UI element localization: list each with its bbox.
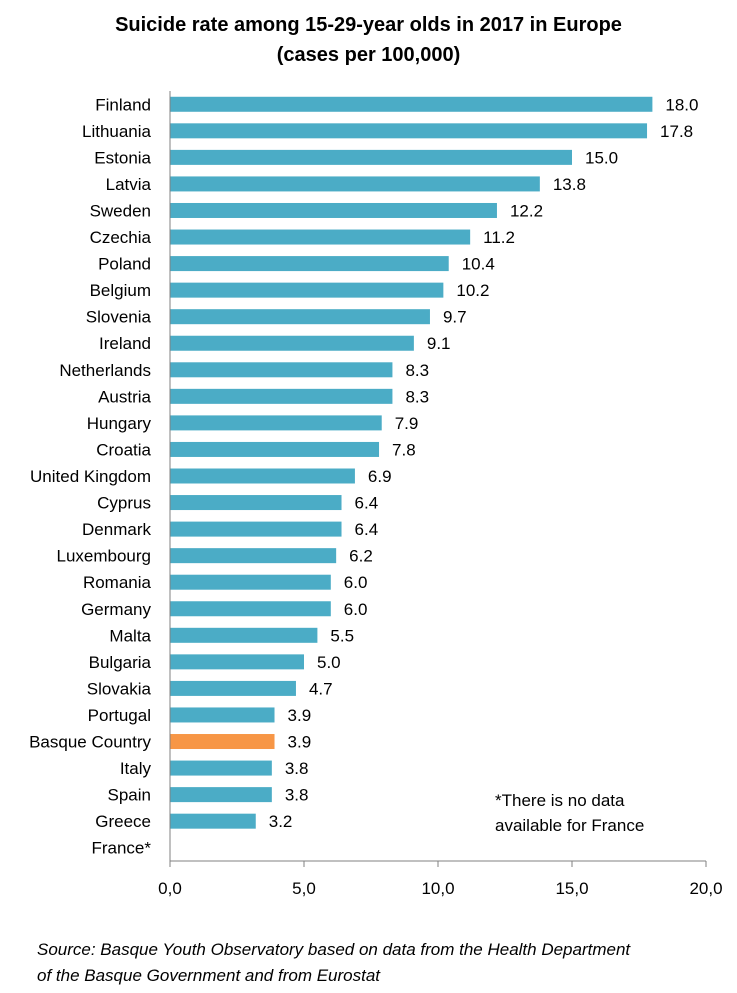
bar-hungary bbox=[170, 415, 382, 431]
value-label-netherlands: 8.3 bbox=[405, 361, 429, 380]
bar-slovenia bbox=[170, 309, 430, 325]
bar-czechia bbox=[170, 229, 471, 245]
category-label-ireland: Ireland bbox=[99, 334, 151, 353]
bar-greece bbox=[170, 813, 256, 829]
bar-portugal bbox=[170, 707, 275, 723]
category-label-basque-country: Basque Country bbox=[29, 733, 151, 752]
value-label-cyprus: 6.4 bbox=[355, 494, 379, 513]
value-label-croatia: 7.8 bbox=[392, 440, 416, 459]
category-label-poland: Poland bbox=[98, 255, 151, 274]
note-line-2: available for France bbox=[495, 816, 645, 835]
category-label-latvia: Latvia bbox=[106, 175, 152, 194]
bar-luxembourg bbox=[170, 548, 337, 564]
x-tick-label-4: 20,0 bbox=[689, 879, 722, 898]
bar-latvia bbox=[170, 176, 540, 192]
category-label-spain: Spain bbox=[108, 786, 151, 805]
category-label-bulgaria: Bulgaria bbox=[89, 653, 152, 672]
value-label-lithuania: 17.8 bbox=[660, 122, 693, 141]
value-label-italy: 3.8 bbox=[285, 759, 309, 778]
category-label-italy: Italy bbox=[120, 759, 152, 778]
bar-united-kingdom bbox=[170, 468, 355, 484]
value-label-portugal: 3.9 bbox=[288, 706, 312, 725]
value-label-latvia: 13.8 bbox=[553, 175, 586, 194]
source-line-2: of the Basque Government and from Eurost… bbox=[37, 966, 381, 985]
bar-finland bbox=[170, 96, 653, 112]
category-label-romania: Romania bbox=[83, 573, 152, 592]
value-label-united-kingdom: 6.9 bbox=[368, 467, 392, 486]
x-tick-label-3: 15,0 bbox=[555, 879, 588, 898]
category-label-lithuania: Lithuania bbox=[82, 122, 152, 141]
x-tick-label-0: 0,0 bbox=[158, 879, 182, 898]
bar-estonia bbox=[170, 149, 572, 165]
value-label-finland: 18.0 bbox=[665, 95, 698, 114]
bar-slovakia bbox=[170, 680, 296, 696]
value-label-bulgaria: 5.0 bbox=[317, 653, 341, 672]
value-label-estonia: 15.0 bbox=[585, 148, 618, 167]
category-label-portugal: Portugal bbox=[88, 706, 151, 725]
bar-croatia bbox=[170, 441, 380, 457]
value-label-spain: 3.8 bbox=[285, 786, 309, 805]
value-label-basque-country: 3.9 bbox=[288, 733, 312, 752]
category-label-czechia: Czechia bbox=[90, 228, 152, 247]
category-label-austria: Austria bbox=[98, 387, 151, 406]
value-label-luxembourg: 6.2 bbox=[349, 547, 373, 566]
category-label-france: France* bbox=[91, 839, 151, 858]
category-label-cyprus: Cyprus bbox=[97, 494, 151, 513]
value-label-hungary: 7.9 bbox=[395, 414, 419, 433]
category-label-greece: Greece bbox=[95, 812, 151, 831]
source-line-1: Source: Basque Youth Observatory based o… bbox=[37, 940, 631, 959]
value-label-greece: 3.2 bbox=[269, 812, 293, 831]
value-label-czechia: 11.2 bbox=[483, 228, 515, 247]
bar-lithuania bbox=[170, 123, 648, 139]
category-label-finland: Finland bbox=[95, 95, 151, 114]
category-label-netherlands: Netherlands bbox=[59, 361, 151, 380]
chart-title: Suicide rate among 15-29-year olds in 20… bbox=[115, 14, 622, 36]
category-label-germany: Germany bbox=[81, 600, 151, 619]
category-label-luxembourg: Luxembourg bbox=[56, 547, 151, 566]
note-line-1: *There is no data bbox=[495, 791, 625, 810]
bar-italy bbox=[170, 760, 272, 776]
value-label-romania: 6.0 bbox=[344, 573, 368, 592]
bar-cyprus bbox=[170, 495, 342, 511]
bar-denmark bbox=[170, 521, 342, 537]
bar-germany bbox=[170, 601, 331, 617]
chart-subtitle: (cases per 100,000) bbox=[276, 44, 461, 66]
bar-malta bbox=[170, 627, 318, 643]
bar-spain bbox=[170, 787, 272, 803]
value-label-sweden: 12.2 bbox=[510, 201, 543, 220]
bar-basque-country bbox=[170, 734, 275, 750]
category-label-sweden: Sweden bbox=[90, 201, 151, 220]
bar-belgium bbox=[170, 282, 444, 298]
bar-romania bbox=[170, 574, 331, 590]
category-label-hungary: Hungary bbox=[87, 414, 152, 433]
value-label-slovenia: 9.7 bbox=[443, 308, 467, 327]
value-label-germany: 6.0 bbox=[344, 600, 368, 619]
category-label-denmark: Denmark bbox=[82, 520, 151, 539]
value-label-belgium: 10.2 bbox=[456, 281, 489, 300]
value-label-denmark: 6.4 bbox=[355, 520, 379, 539]
category-label-slovenia: Slovenia bbox=[86, 308, 152, 327]
category-label-united-kingdom: United Kingdom bbox=[30, 467, 151, 486]
category-label-malta: Malta bbox=[109, 626, 151, 645]
bar-poland bbox=[170, 256, 449, 272]
source-note: Source: Basque Youth Observatory based o… bbox=[37, 937, 630, 989]
category-label-croatia: Croatia bbox=[96, 440, 151, 459]
bar-bulgaria bbox=[170, 654, 304, 670]
category-label-estonia: Estonia bbox=[94, 148, 151, 167]
bar-ireland bbox=[170, 335, 414, 351]
value-label-slovakia: 4.7 bbox=[309, 679, 333, 698]
bar-sweden bbox=[170, 202, 497, 218]
bar-netherlands bbox=[170, 362, 393, 378]
value-label-malta: 5.5 bbox=[330, 626, 354, 645]
x-tick-label-2: 10,0 bbox=[421, 879, 454, 898]
value-label-ireland: 9.1 bbox=[427, 334, 451, 353]
value-label-poland: 10.4 bbox=[462, 255, 495, 274]
category-label-belgium: Belgium bbox=[90, 281, 151, 300]
value-label-austria: 8.3 bbox=[405, 387, 429, 406]
bar-austria bbox=[170, 388, 393, 404]
category-label-slovakia: Slovakia bbox=[87, 679, 152, 698]
x-tick-label-1: 5,0 bbox=[292, 879, 316, 898]
france-note: *There is no data available for France bbox=[495, 788, 644, 838]
